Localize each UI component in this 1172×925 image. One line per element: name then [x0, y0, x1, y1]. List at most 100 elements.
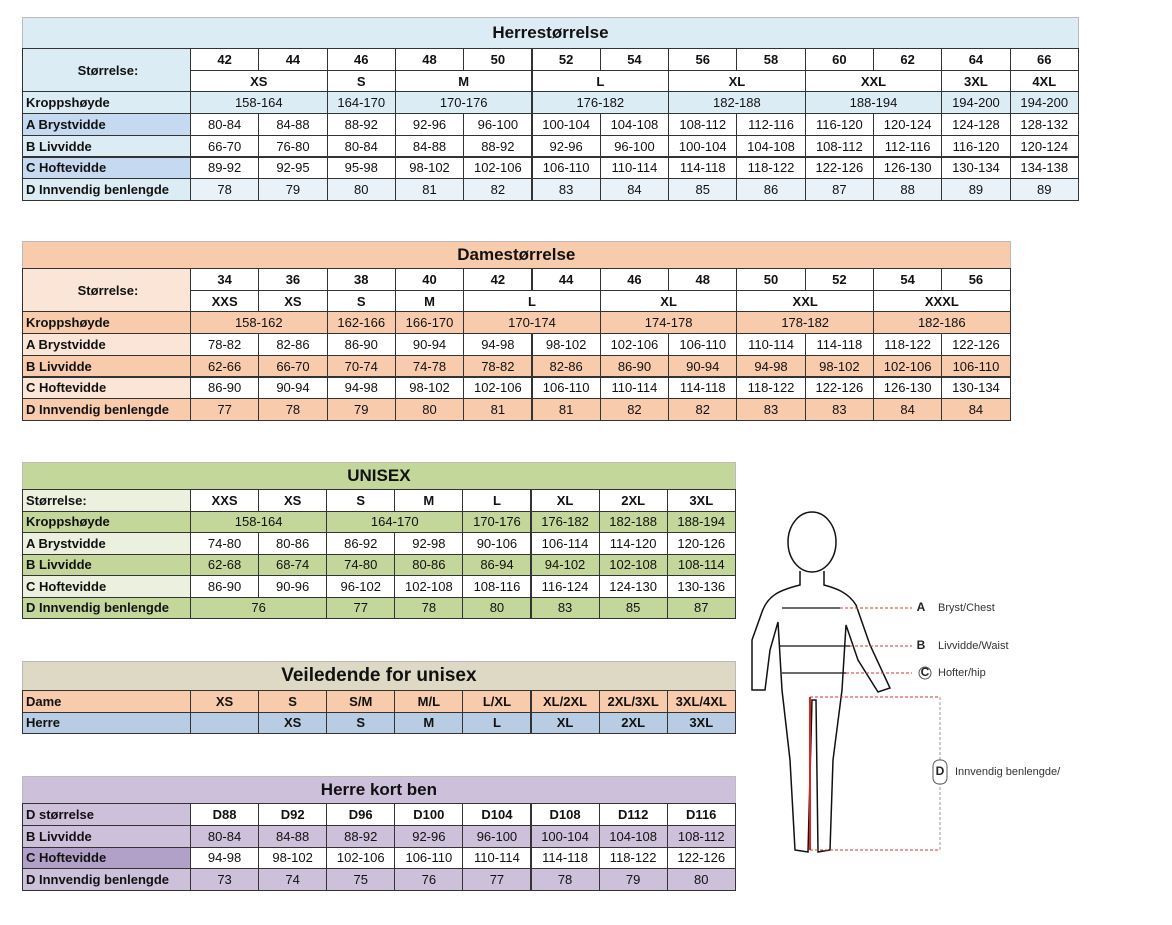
- cell: 170-176: [394, 91, 533, 115]
- figure-label: Livvidde/Waist: [938, 640, 1009, 652]
- cell: 78-82: [463, 354, 533, 378]
- cell: 122-126: [666, 846, 736, 870]
- cell: 92-96: [394, 113, 465, 136]
- cell: 112-116: [736, 113, 806, 136]
- cell: 104-108: [736, 134, 806, 158]
- cell: L/XL: [462, 690, 532, 713]
- cell: 87: [804, 178, 874, 201]
- cell: 108-112: [668, 113, 738, 136]
- cell: 118-122: [736, 156, 806, 180]
- cell: 83: [530, 596, 600, 619]
- cell: 102-106: [463, 376, 533, 400]
- cell: 64: [941, 48, 1011, 71]
- cell: M: [394, 289, 465, 313]
- cell: D116: [666, 803, 736, 826]
- cell: 86-90: [190, 575, 260, 598]
- cell: XXL: [804, 69, 943, 93]
- cell: M: [394, 489, 464, 512]
- cell: XL/2XL: [530, 690, 600, 713]
- cell: S: [326, 69, 396, 93]
- cell: 174-178: [599, 311, 738, 335]
- cell: 110-114: [599, 156, 670, 180]
- cell: D88: [190, 803, 260, 826]
- cell: 48: [668, 268, 738, 291]
- cell: XL: [530, 711, 600, 734]
- cell: 68-74: [258, 553, 328, 576]
- cell: 83: [531, 178, 601, 201]
- cell: 76: [190, 596, 328, 619]
- cell: D100: [394, 803, 464, 826]
- cell: 78: [258, 398, 328, 421]
- cell: 102-106: [873, 354, 943, 378]
- measure-lines: [780, 607, 850, 674]
- cell: 114-118: [668, 156, 738, 180]
- cell: 110-114: [462, 846, 532, 870]
- cell: 128-132: [1009, 113, 1079, 136]
- cell: 162-166: [326, 311, 396, 335]
- row-label: D størrelse: [22, 803, 191, 826]
- cell: S: [326, 489, 396, 512]
- cell: 85: [668, 178, 738, 201]
- row-label: Størrelse:: [22, 489, 191, 512]
- cell: 80: [666, 868, 736, 891]
- cell: 102-106: [463, 156, 533, 180]
- cell: 80-86: [258, 532, 328, 555]
- cell: 116-120: [941, 134, 1011, 158]
- cell: 3XL: [666, 489, 736, 512]
- cell: 92-98: [394, 532, 464, 555]
- cell: XXL: [736, 289, 874, 313]
- cell: 88-92: [463, 134, 533, 158]
- cell: 176-182: [531, 91, 670, 115]
- row-label: A Brystvidde: [22, 333, 191, 356]
- cell: 52: [804, 268, 874, 291]
- cell: 176-182: [530, 510, 600, 533]
- cell: 126-130: [873, 376, 943, 400]
- figure-label: Hofter/hip: [938, 667, 986, 679]
- cell: 104-108: [598, 824, 668, 848]
- row-label: D Innvendig benlengde: [22, 398, 191, 421]
- cell: 106-114: [530, 532, 600, 555]
- cell: 188-194: [666, 510, 736, 533]
- cell: 2XL/3XL: [598, 690, 668, 713]
- cell: 52: [531, 48, 601, 71]
- cell: 66-70: [258, 354, 328, 378]
- cell: D96: [326, 803, 396, 826]
- cell: 96-100: [462, 824, 532, 848]
- row-label: B Livvidde: [22, 824, 191, 848]
- cell: D104: [462, 803, 532, 826]
- cell: 80: [462, 596, 532, 619]
- cell: 82: [668, 398, 738, 421]
- table-title: Herre kort ben: [22, 776, 736, 804]
- cell: L: [463, 289, 601, 313]
- cell: 112-116: [873, 134, 943, 158]
- cell: 95-98: [326, 156, 396, 180]
- cell: 92-95: [258, 156, 328, 180]
- cell: 110-114: [736, 333, 806, 356]
- cell: M: [394, 69, 533, 93]
- cell: 80-84: [190, 113, 260, 136]
- cell: 76-80: [258, 134, 328, 158]
- figure-letter: D: [936, 764, 945, 778]
- cell: XS: [190, 69, 328, 93]
- cell: 82-86: [531, 354, 601, 378]
- cell: M: [394, 711, 464, 734]
- cell: XXS: [190, 289, 260, 313]
- cell: 70-74: [326, 354, 396, 378]
- cell: 118-122: [873, 333, 943, 356]
- cell: L: [531, 69, 670, 93]
- cell: 85: [598, 596, 668, 619]
- cell: 124-130: [598, 575, 668, 598]
- cell: 66: [1009, 48, 1079, 71]
- cell: 170-174: [463, 311, 601, 335]
- cell: 106-110: [531, 376, 601, 400]
- cell: S: [326, 711, 396, 734]
- cell: 66-70: [190, 134, 260, 158]
- cell: 79: [598, 868, 668, 891]
- cell: XS: [190, 690, 260, 713]
- cell: 84: [873, 398, 943, 421]
- cell: 90-94: [258, 376, 328, 400]
- cell: 102-108: [394, 575, 464, 598]
- cell: 86-90: [599, 354, 670, 378]
- cell: 102-108: [598, 553, 668, 576]
- cell: 114-120: [598, 532, 668, 555]
